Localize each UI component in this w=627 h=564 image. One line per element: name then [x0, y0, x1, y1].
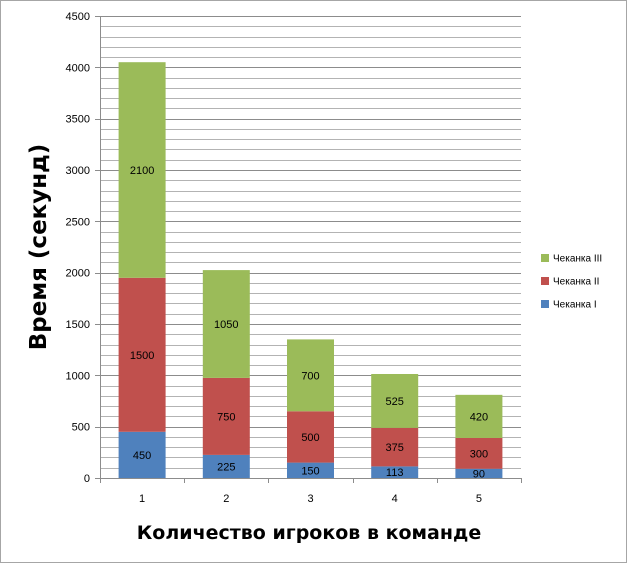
y-tick-label: 4500: [66, 11, 90, 23]
y-tick-label: 2000: [66, 268, 90, 280]
bar-segment-1-2: [202, 454, 250, 478]
y-tick-label: 1000: [66, 370, 90, 382]
y-tick-label: 3000: [66, 165, 90, 177]
data-label: 1050: [214, 319, 238, 331]
x-tick-label: 3: [307, 493, 313, 505]
bar-segment-2-1: [118, 277, 166, 432]
x-tick-label: 2: [223, 493, 229, 505]
y-tick-label: 3500: [66, 114, 90, 126]
data-label: 300: [470, 448, 488, 460]
y-axis-title: Время (секунд): [26, 144, 52, 351]
data-label: 700: [301, 370, 319, 382]
bar-segment-3-1: [118, 62, 166, 278]
bar-segment-1-4: [371, 466, 419, 478]
bar-segment-3-5: [455, 394, 503, 438]
bar-segment-2-2: [202, 377, 250, 455]
x-tick-label: 5: [476, 493, 482, 505]
bar-segment-3-2: [202, 270, 250, 378]
bars: [118, 62, 503, 478]
data-labels: 450 1500 2100 225 750 1050 150 500 700 113 375 525 9…: [130, 165, 488, 480]
x-tick-label: 1: [139, 493, 145, 505]
y-tick-label: 2500: [66, 216, 90, 228]
bar-segment-2-5: [455, 437, 503, 469]
data-label: 2100: [130, 165, 154, 177]
data-label: 1500: [130, 350, 154, 362]
legend-label: Чеканка I: [553, 300, 597, 311]
x-tick-labels: 1 2 3 4 5: [139, 493, 482, 505]
bar-segment-1-3: [287, 462, 334, 478]
legend: Чеканка III Чеканка II Чеканка I: [541, 254, 602, 311]
bar-segment-2-4: [371, 427, 419, 467]
legend-swatch: [541, 300, 549, 308]
legend-swatch: [541, 277, 549, 285]
x-axis-title: Количество игроков в команде: [137, 522, 482, 544]
bar-segment-1-5: [455, 468, 503, 478]
data-label: 500: [301, 432, 319, 444]
data-label: 90: [473, 468, 485, 480]
bar-segment-2-3: [287, 411, 334, 463]
legend-label: Чеканка III: [553, 254, 602, 265]
y-tick-label: 1500: [66, 319, 90, 331]
data-label: 375: [386, 442, 404, 454]
axes: [95, 16, 522, 483]
legend-label: Чеканка II: [553, 277, 599, 288]
legend-swatch: [541, 254, 549, 262]
bar-segment-3-4: [371, 373, 419, 428]
bar-segment-1-1: [118, 431, 166, 478]
data-label: 113: [386, 467, 404, 479]
y-tick-label: 0: [84, 473, 90, 485]
data-label: 525: [386, 396, 404, 408]
y-tick-labels: 0 500 1000 1500 2000 2500 3000 3500 4000 4500: [66, 11, 90, 485]
y-tick-label: 4000: [66, 62, 90, 74]
y-tick-label: 500: [72, 422, 90, 434]
data-label: 420: [470, 411, 488, 423]
data-label: 450: [133, 450, 151, 462]
bar-segment-3-3: [287, 339, 334, 412]
data-label: 750: [217, 411, 235, 423]
data-label: 225: [217, 461, 235, 473]
x-tick-label: 4: [392, 493, 398, 505]
data-label: 150: [301, 465, 319, 477]
